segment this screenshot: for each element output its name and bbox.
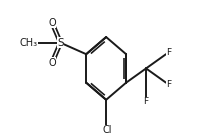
Text: CH₃: CH₃ [20,38,38,48]
Text: O: O [48,58,56,68]
Text: S: S [57,38,64,48]
Text: F: F [166,80,171,89]
Text: Cl: Cl [103,125,112,136]
Text: F: F [143,97,149,106]
Text: O: O [48,18,56,28]
Text: F: F [166,48,171,57]
